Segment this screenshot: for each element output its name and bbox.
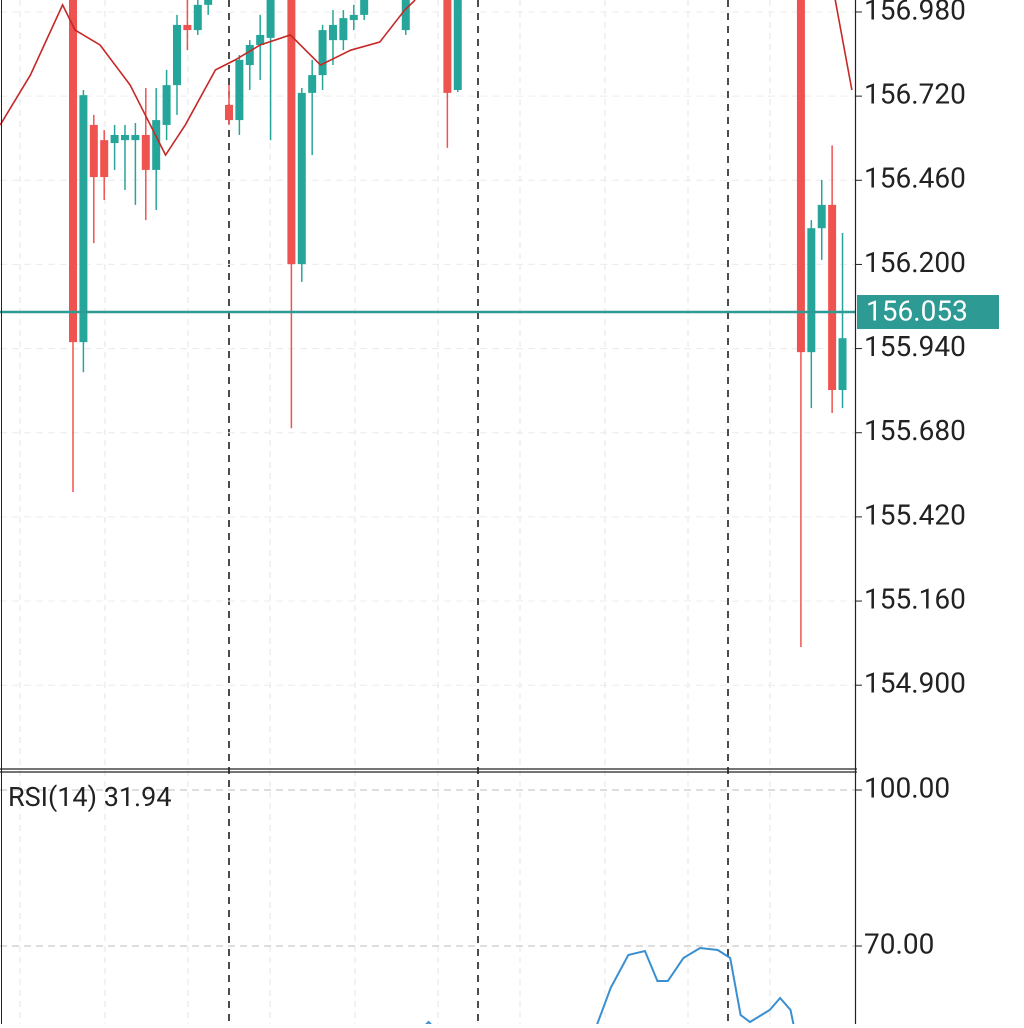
candle-body	[443, 0, 452, 93]
rsi-line	[425, 1020, 432, 1024]
candle-body	[235, 59, 244, 121]
candle-body	[401, 0, 410, 31]
session-separators	[228, 0, 729, 1024]
candle-body	[817, 204, 826, 229]
candle-body	[266, 0, 275, 38]
candle-body	[172, 24, 181, 86]
candle-body	[79, 95, 88, 343]
y-tick-label: 156.720	[864, 78, 966, 111]
last-price-box	[857, 295, 999, 330]
candle-body	[807, 228, 816, 353]
candle-body	[141, 134, 150, 170]
rsi-pane	[0, 789, 855, 1024]
vertical-grid	[19, 0, 771, 1024]
candle-body	[183, 24, 192, 31]
rsi-line	[596, 946, 795, 1024]
y-tick-label: 154.900	[864, 667, 966, 700]
candle-body	[89, 124, 98, 178]
y-tick-label: 70.00	[864, 927, 934, 960]
candle-body	[131, 134, 140, 141]
y-tick-label: 155.420	[864, 498, 966, 531]
candle-body	[287, 0, 296, 265]
candle-body	[245, 44, 254, 66]
candle-body	[162, 85, 171, 125]
y-tick-label: 156.460	[864, 162, 966, 195]
moving-average	[0, 0, 416, 157]
candle-body	[796, 0, 805, 353]
candle-body	[349, 14, 358, 21]
candle-body	[256, 34, 265, 45]
candle-body	[838, 338, 847, 391]
candle-body	[224, 104, 233, 121]
candle-body	[297, 92, 306, 265]
y-tick-label: 100.00	[864, 771, 950, 804]
y-tick-label: 156.200	[864, 246, 966, 279]
y-tick-label: 155.160	[864, 582, 966, 615]
candle-body	[453, 0, 462, 90]
candle-body	[100, 140, 109, 178]
candle-body	[110, 134, 119, 144]
candle-body	[360, 0, 369, 15]
candle-body	[339, 18, 348, 41]
candle-body	[69, 0, 78, 343]
candle-body	[318, 30, 327, 76]
candle-body	[308, 75, 317, 93]
y-tick-label: 155.680	[864, 414, 966, 447]
moving-average	[834, 0, 853, 91]
candle-body	[120, 134, 129, 141]
axes: 156.980 156.720 156.460 156.200 155.940 155.6…	[855, 0, 999, 960]
candle-body	[828, 204, 837, 391]
rsi-title: RSI(14) 31.94	[8, 781, 172, 813]
y-tick-label: 156.980	[864, 0, 966, 26]
candle-body	[204, 0, 213, 5]
candle-body	[328, 24, 337, 41]
candle-body	[193, 4, 202, 31]
y-tick-label: 155.940	[864, 330, 966, 363]
last-price-label: 156.053	[866, 294, 968, 327]
candle-body	[152, 120, 161, 170]
price-pane	[0, 0, 855, 686]
